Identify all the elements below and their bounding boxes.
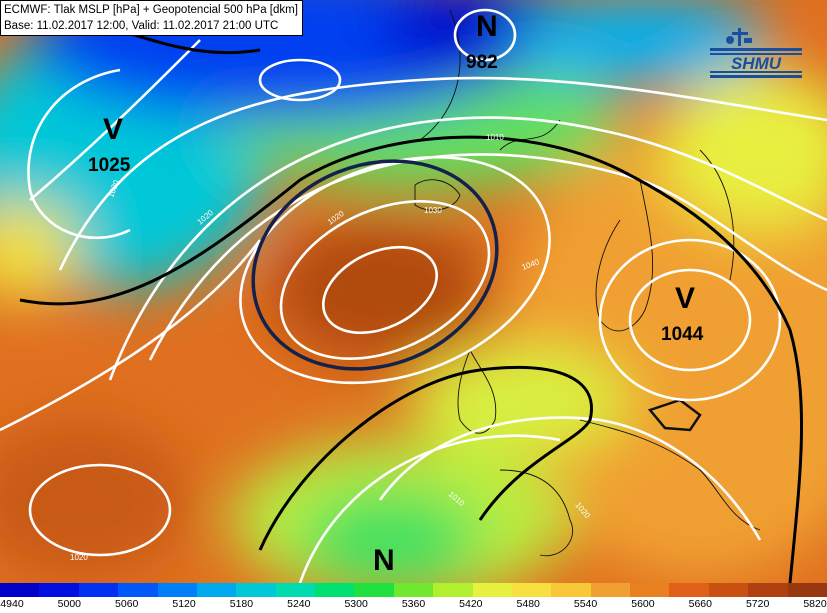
legend-tick-label: 5820 xyxy=(803,598,827,610)
legend-swatch xyxy=(472,583,512,597)
high-pressure-value: 1025 xyxy=(88,155,131,176)
legend-swatch xyxy=(511,583,552,597)
high-pressure-value: 1044 xyxy=(661,324,704,345)
highlight-ring xyxy=(251,159,499,371)
legend-tick-label: 5240 xyxy=(287,598,311,610)
legend-swatch xyxy=(0,583,40,597)
legend-swatch xyxy=(590,583,630,597)
legend-tick-label: 5300 xyxy=(344,598,368,610)
high-pressure-letter: V xyxy=(103,113,124,146)
low-pressure-value: 982 xyxy=(466,52,498,73)
map-title-box: ECMWF: Tlak MSLP [hPa] + Geopotencial 50… xyxy=(0,0,303,36)
low-pressure-letter: N xyxy=(373,544,395,577)
legend-color-bar xyxy=(0,583,827,597)
legend-swatch xyxy=(630,583,670,597)
legend-swatch xyxy=(157,583,197,597)
legend-tick-label: 5480 xyxy=(516,598,540,610)
isobars xyxy=(0,8,827,583)
legend-swatch xyxy=(78,583,119,597)
legend-tick-label: 5660 xyxy=(688,598,712,610)
legend-tick-label: 5600 xyxy=(631,598,655,610)
legend-tick-label: 5360 xyxy=(401,598,426,610)
legend-tick-label: 5120 xyxy=(172,598,196,610)
legend-tick-label: 5720 xyxy=(745,598,770,610)
isobar-label: 1020 xyxy=(70,553,88,562)
map-title: ECMWF: Tlak MSLP [hPa] + Geopotencial 50… xyxy=(4,4,298,16)
legend-swatch xyxy=(669,583,709,597)
color-legend: 4940 5000 5060 5120 5180 5240 5300 5360 5420 5480… xyxy=(0,583,827,613)
legend-swatch xyxy=(196,583,237,597)
isobar-label: 1030 xyxy=(424,206,442,215)
legend-swatch xyxy=(354,583,394,597)
logo-text: SHMU xyxy=(731,54,782,73)
legend-swatch xyxy=(236,583,276,597)
legend-tick-label: 4940 xyxy=(0,598,24,610)
legend-swatch xyxy=(118,583,158,597)
legend-swatch xyxy=(315,583,355,597)
legend-swatch xyxy=(39,583,79,597)
legend-swatch xyxy=(393,583,434,597)
low-pressure-letter: N xyxy=(476,10,498,43)
high-pressure-letter: V xyxy=(675,282,696,315)
legend-swatch xyxy=(748,583,788,597)
map-validity: Base: 11.02.2017 12:00, Valid: 11.02.201… xyxy=(4,20,279,32)
shmu-logo: SHMU xyxy=(710,28,802,78)
legend-tick-label: 5000 xyxy=(57,598,82,610)
legend-tick-label: 5060 xyxy=(115,598,139,610)
legend-tick-label: 5420 xyxy=(459,598,483,610)
legend-swatch xyxy=(551,583,591,597)
legend-tick-label: 5180 xyxy=(229,598,254,610)
legend-swatch xyxy=(433,583,473,597)
legend-swatch xyxy=(787,583,827,597)
legend-swatch xyxy=(708,583,749,597)
legend-ticks: 4940 5000 5060 5120 5180 5240 5300 5360 5420 5480… xyxy=(0,597,827,613)
legend-swatch xyxy=(275,583,315,597)
isobar-label: 1010 xyxy=(486,133,504,142)
legend-tick-label: 5540 xyxy=(573,598,598,610)
forecast-map: 1010 1020 1030 1020 1040 1020 1010 1020 … xyxy=(0,0,827,583)
coastlines xyxy=(414,9,761,557)
